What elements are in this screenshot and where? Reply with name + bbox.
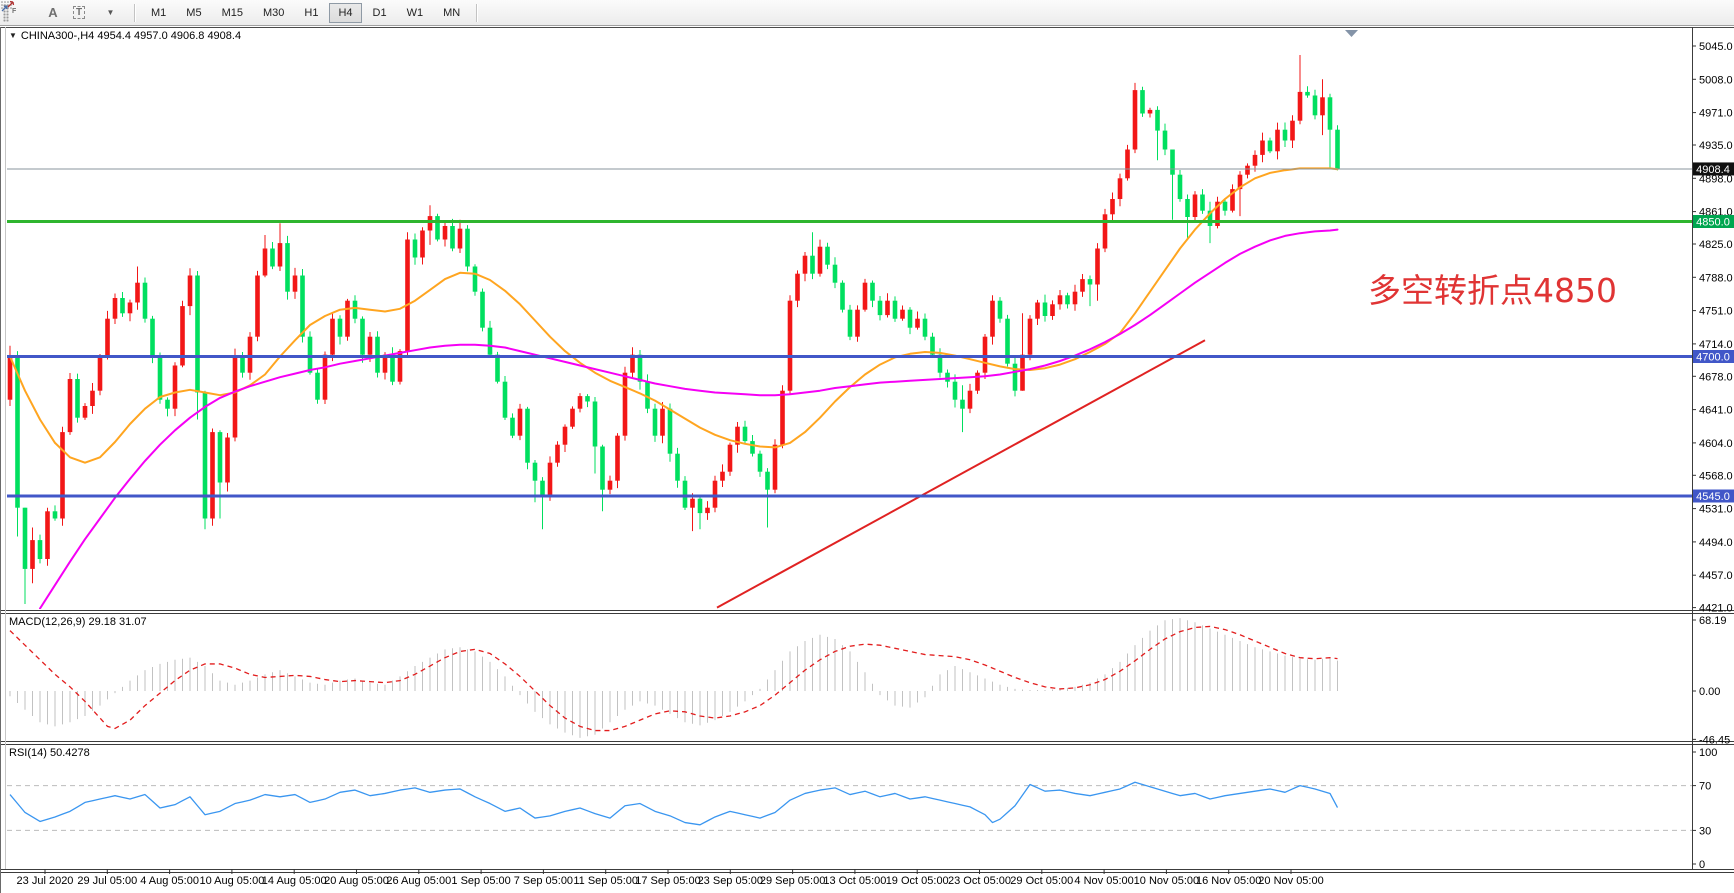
svg-text:4421.0: 4421.0	[1699, 603, 1733, 615]
svg-text:-46.45: -46.45	[1699, 734, 1730, 746]
svg-text:20 Aug 05:00: 20 Aug 05:00	[324, 875, 389, 887]
symbol-ohlc-text: CHINA300-,H4 4954.4 4957.0 4906.8 4908.4	[20, 30, 242, 42]
panel-borders	[0, 27, 1734, 893]
toolbar: F A T ▼ M1 M5 M15 M30 H1 H4 D1 W1 MN	[0, 0, 1734, 26]
tf-d1[interactable]: D1	[364, 3, 396, 23]
price-badge-4700.0: 4700.0	[1693, 350, 1734, 364]
svg-text:13 Oct 05:00: 13 Oct 05:00	[823, 875, 886, 887]
tf-m1[interactable]: M1	[142, 3, 175, 23]
svg-text:68.19: 68.19	[1699, 615, 1727, 627]
toolbar-separator	[134, 3, 135, 22]
svg-text:4457.0: 4457.0	[1699, 570, 1733, 582]
svg-text:4700.0: 4700.0	[1696, 352, 1730, 364]
svg-text:29 Sep 05:00: 29 Sep 05:00	[760, 875, 825, 887]
font-icon: A	[48, 5, 58, 20]
svg-text:4494.0: 4494.0	[1699, 537, 1733, 549]
svg-text:4908.4: 4908.4	[1696, 164, 1730, 176]
font-tool-button[interactable]: A	[41, 3, 65, 23]
svg-text:4825.0: 4825.0	[1699, 239, 1733, 251]
svg-text:0: 0	[1699, 859, 1705, 871]
svg-text:4641.0: 4641.0	[1699, 405, 1733, 417]
tf-h1[interactable]: H1	[295, 3, 327, 23]
tf-m15[interactable]: M15	[213, 3, 252, 23]
svg-text:4678.0: 4678.0	[1699, 371, 1733, 383]
tf-h4[interactable]: H4	[329, 2, 362, 23]
annotation-text[interactable]: 多空转折点4850	[1368, 271, 1617, 310]
toolbar-drag-handle[interactable]	[3, 3, 9, 22]
svg-text:7 Sep 05:00: 7 Sep 05:00	[514, 875, 573, 887]
svg-text:23 Sep 05:00: 23 Sep 05:00	[698, 875, 763, 887]
svg-text:4531.0: 4531.0	[1699, 504, 1733, 516]
grid-snap-button[interactable]: F	[1, 1, 39, 23]
price-badge-4850.0: 4850.0	[1693, 215, 1734, 229]
arrow-tools-button[interactable]: ▼	[1, 0, 127, 23]
symbol-dropdown-icon[interactable]: ▼	[9, 31, 17, 40]
svg-text:19 Oct 05:00: 19 Oct 05:00	[886, 875, 949, 887]
macd-axis: 68.19 0.00 -46.45	[1692, 615, 1730, 746]
svg-text:29 Oct 05:00: 29 Oct 05:00	[1010, 875, 1073, 887]
svg-text:30: 30	[1699, 825, 1711, 837]
svg-text:4751.0: 4751.0	[1699, 306, 1733, 318]
macd-signal-line	[9, 625, 1338, 732]
svg-text:4604.0: 4604.0	[1699, 438, 1733, 450]
rsi-line	[9, 781, 1339, 826]
svg-text:4 Nov 05:00: 4 Nov 05:00	[1074, 875, 1133, 887]
level-lines[interactable]	[7, 168, 1692, 498]
trendline[interactable]	[716, 339, 1206, 609]
svg-text:4788.0: 4788.0	[1699, 272, 1733, 284]
svg-text:20 Nov 05:00: 20 Nov 05:00	[1258, 875, 1323, 887]
ma-slow-line	[39, 228, 1339, 609]
rsi-axis: 100 70 30 0	[1692, 747, 1717, 871]
rsi-label: RSI(14) 50.4278	[9, 747, 90, 759]
tf-m5[interactable]: M5	[177, 3, 210, 23]
grid-icon: F	[1, 1, 16, 14]
svg-text:4714.0: 4714.0	[1699, 339, 1733, 351]
svg-text:10 Nov 05:00: 10 Nov 05:00	[1134, 875, 1199, 887]
time-axis: 23 Jul 2020 29 Jul 05:00 4 Aug 05:00 10 Aug…	[17, 869, 1324, 887]
price-badge-4908.4: 4908.4	[1693, 162, 1734, 176]
svg-text:14 Aug 05:00: 14 Aug 05:00	[262, 875, 327, 887]
svg-text:4850.0: 4850.0	[1696, 217, 1730, 229]
svg-text:11 Sep 05:00: 11 Sep 05:00	[573, 875, 638, 887]
tf-m30[interactable]: M30	[254, 3, 293, 23]
svg-text:26 Aug 05:00: 26 Aug 05:00	[386, 875, 451, 887]
svg-text:4 Aug 05:00: 4 Aug 05:00	[140, 875, 199, 887]
svg-text:4898.0: 4898.0	[1699, 173, 1733, 185]
tf-mn[interactable]: MN	[434, 3, 469, 23]
svg-text:100: 100	[1699, 747, 1717, 759]
svg-text:4935.0: 4935.0	[1699, 140, 1733, 152]
chart-shift-marker-icon[interactable]	[1345, 30, 1358, 37]
chevron-down-icon: ▼	[106, 8, 115, 17]
ma-fast-line	[9, 167, 1339, 464]
svg-text:4545.0: 4545.0	[1696, 491, 1730, 503]
svg-text:0.00: 0.00	[1699, 686, 1720, 698]
text-label-button[interactable]: T	[67, 3, 91, 23]
tf-w1[interactable]: W1	[398, 3, 433, 23]
candles-layer	[7, 55, 1340, 604]
svg-text:29 Jul 05:00: 29 Jul 05:00	[77, 875, 137, 887]
svg-text:70: 70	[1699, 781, 1711, 793]
macd-label: MACD(12,26,9) 29.18 31.07	[9, 616, 147, 628]
svg-text:23 Jul 2020: 23 Jul 2020	[17, 875, 74, 887]
svg-text:23 Oct 05:00: 23 Oct 05:00	[948, 875, 1011, 887]
svg-text:1 Sep 05:00: 1 Sep 05:00	[451, 875, 510, 887]
macd-histogram	[9, 618, 1338, 738]
svg-text:16 Nov 05:00: 16 Nov 05:00	[1196, 875, 1261, 887]
price-badge-4545.0: 4545.0	[1693, 489, 1734, 503]
price-axis: 5045.05008.04971.04935.04898.04861.04825…	[1692, 41, 1733, 615]
text-label-icon: T	[72, 6, 86, 19]
svg-text:5045.0: 5045.0	[1699, 41, 1733, 53]
arrows-icon	[1, 0, 15, 12]
svg-text:4568.0: 4568.0	[1699, 470, 1733, 482]
rsi-level-lines	[7, 785, 1692, 831]
svg-text:5008.0: 5008.0	[1699, 74, 1733, 86]
svg-text:4971.0: 4971.0	[1699, 108, 1733, 120]
toolbar-separator	[476, 3, 478, 22]
symbol-title[interactable]: ▼ CHINA300-,H4 4954.4 4957.0 4906.8 4908.…	[9, 30, 241, 42]
svg-text:F: F	[12, 8, 16, 14]
svg-text:17 Sep 05:00: 17 Sep 05:00	[635, 875, 700, 887]
svg-text:10 Aug 05:00: 10 Aug 05:00	[199, 875, 264, 887]
